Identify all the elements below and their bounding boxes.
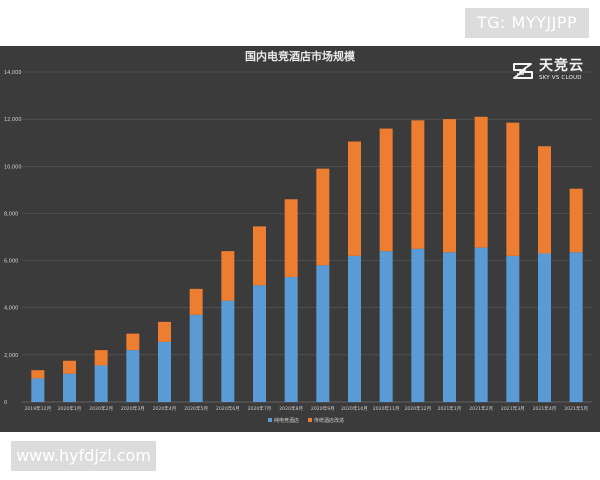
bar-segment-pure <box>538 253 551 402</box>
logo-subtitle: SKY VS CLOUD <box>539 75 582 81</box>
x-tick-label: 2021年5月 <box>564 405 588 412</box>
x-tick-label: 2020年2月 <box>89 405 113 412</box>
y-tick-label: 8,000 <box>4 211 18 217</box>
bar-segment-converted <box>506 122 520 256</box>
chart-panel: 国内电竞酒店市场规模 0 2,000 4,000 6,000 8,000 10,000 12… <box>0 46 600 432</box>
bar-segment-converted <box>31 370 45 379</box>
bars <box>31 116 583 402</box>
bar-segment-pure <box>411 248 425 402</box>
site-watermark: www.hyfdjzl.com <box>11 441 156 471</box>
legend-swatch <box>308 418 312 422</box>
bar-segment-converted <box>474 116 488 248</box>
y-tick-label: 4,000 <box>4 306 18 312</box>
bar-segment-pure <box>63 373 76 402</box>
x-axis-ticks: 2019年12月 2020年1月 2020年2月 2020年3月 2020年4月 2020… <box>24 405 588 412</box>
bar-segment-pure <box>316 265 330 402</box>
bar-segment-pure <box>443 252 456 402</box>
x-tick-label: 2020年12月 <box>404 405 431 412</box>
bar-segment-pure <box>253 285 266 402</box>
bar-segment-pure <box>569 252 583 402</box>
legend-label: 纯电竞酒店 <box>274 417 299 424</box>
bar-segment-pure <box>284 277 298 402</box>
tg-watermark: TG: MYYJJPP <box>465 8 589 38</box>
bar-segment-converted <box>94 350 108 366</box>
chart-title: 国内电竞酒店市场规模 <box>245 50 355 63</box>
bar-segment-converted <box>538 146 551 254</box>
bar-segment-converted <box>443 119 456 253</box>
y-tick-label: 6,000 <box>4 259 18 265</box>
x-tick-label: 2021年1月 <box>438 405 462 412</box>
x-tick-label: 2020年1月 <box>58 405 82 412</box>
x-tick-label: 2020年5月 <box>184 405 208 412</box>
bar-segment-converted <box>411 120 425 249</box>
bar-segment-pure <box>94 365 108 402</box>
bar-segment-converted <box>569 188 583 253</box>
bar-segment-converted <box>189 288 203 315</box>
y-tick-label: 2,000 <box>4 353 18 359</box>
bar-segment-pure <box>221 300 235 402</box>
x-tick-label: 2020年11月 <box>373 405 400 412</box>
y-tick-label: 10,000 <box>4 164 22 170</box>
x-tick-label: 2020年7月 <box>248 405 272 412</box>
y-axis-ticks: 0 2,000 4,000 6,000 8,000 10,000 12,000 14,000 <box>4 70 22 406</box>
x-tick-label: 2020年8月 <box>279 405 303 412</box>
x-tick-label: 2020年6月 <box>216 405 240 412</box>
bar-segment-pure <box>506 255 520 402</box>
bar-segment-converted <box>158 321 171 342</box>
bar-segment-converted <box>63 360 76 374</box>
bar-segment-pure <box>379 251 393 402</box>
x-tick-label: 2020年10月 <box>341 405 368 412</box>
x-tick-label: 2021年4月 <box>533 405 557 412</box>
bar-segment-converted <box>126 333 140 351</box>
bar-segment-pure <box>348 255 361 402</box>
bar-segment-converted <box>348 141 361 256</box>
bar-segment-converted <box>284 199 298 278</box>
x-tick-label: 2020年3月 <box>121 405 145 412</box>
x-tick-label: 2019年12月 <box>24 405 51 412</box>
x-tick-label: 2021年2月 <box>469 405 493 412</box>
y-tick-label: 0 <box>4 400 7 406</box>
y-tick-label: 14,000 <box>4 70 22 76</box>
x-tick-label: 2020年4月 <box>153 405 177 412</box>
bar-segment-pure <box>31 378 45 402</box>
bar-segment-pure <box>126 350 140 402</box>
bar-segment-pure <box>189 314 203 402</box>
gridlines <box>22 71 592 403</box>
legend-label: 传统酒店改造 <box>314 417 344 424</box>
brand-logo: 天竞云 SKY VS CLOUD <box>512 58 596 86</box>
bar-segment-pure <box>474 247 488 402</box>
bar-segment-converted <box>253 226 266 286</box>
x-tick-label: 2021年3月 <box>501 405 525 412</box>
legend-swatch <box>268 418 272 422</box>
bar-segment-pure <box>158 341 171 402</box>
bar-segment-converted <box>379 128 393 252</box>
logo-name: 天竞云 <box>539 58 584 74</box>
sky-vs-cloud-logo-icon <box>513 63 533 79</box>
bar-segment-converted <box>316 168 330 266</box>
legend: 纯电竞酒店 传统酒店改造 <box>268 417 344 424</box>
stacked-bar-chart: 02,0004,0006,0008,00010,00012,00014,000 … <box>4 70 592 424</box>
x-tick-label: 2020年9月 <box>311 405 335 412</box>
y-tick-label: 12,000 <box>4 117 22 123</box>
bar-segment-converted <box>221 251 235 301</box>
